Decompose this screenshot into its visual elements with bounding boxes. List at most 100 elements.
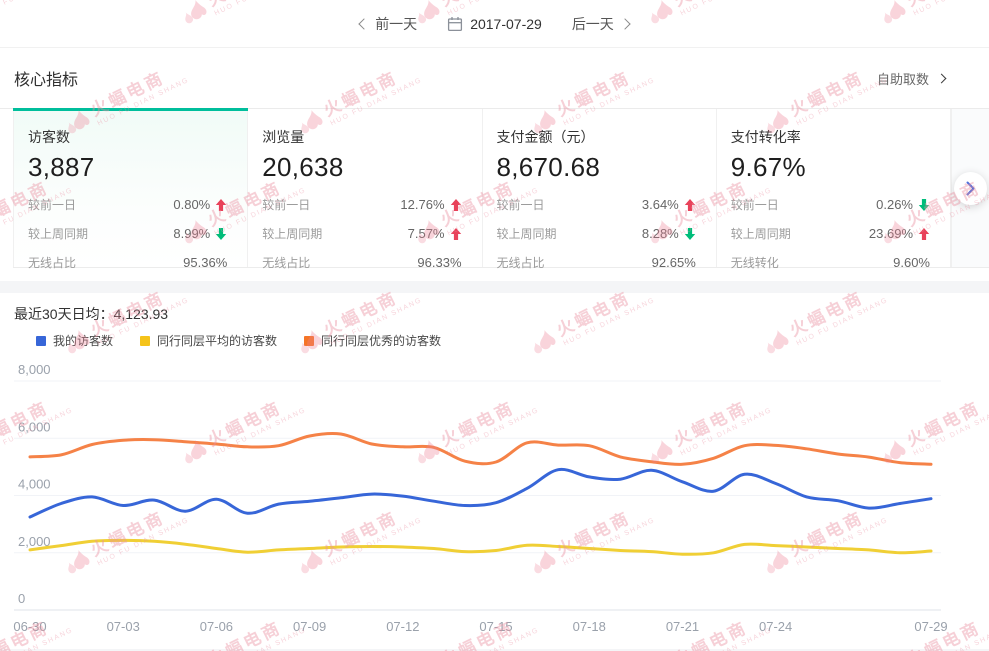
metric-card-payment-amount[interactable]: 支付金额（元） 8,670.68 较前一日 3.64% 较上周同期 8.28% …	[482, 109, 717, 270]
svg-text:8,000: 8,000	[18, 362, 51, 377]
core-metrics-header: 核心指标 自助取数	[0, 48, 989, 109]
metric-value: 8,670.68	[496, 152, 601, 182]
metric-cards-pager	[951, 109, 989, 267]
metric-card-conversion-rate[interactable]: 支付转化率 9.67% 较前一日 0.26% 较上周同期 23.69% 无线转化…	[716, 109, 951, 270]
metric-row-value: 0.80%	[173, 197, 227, 212]
visitors-trend-section: 最近30天日均：4,123.93 我的访客数 同行同层平均的访客数 同行同层优秀…	[0, 293, 989, 649]
metric-value: 20,638	[262, 152, 344, 182]
metric-row: 无线占比 96.33%	[262, 248, 461, 277]
metric-row: 较上周同期 7.57%	[262, 219, 461, 248]
legend-label: 同行同层平均的访客数	[157, 334, 278, 348]
trend-arrow-icon	[918, 227, 930, 240]
metric-row: 较前一日 0.80%	[28, 190, 227, 219]
svg-text:06-30: 06-30	[13, 619, 46, 634]
self-service-data-link[interactable]: 自助取数	[871, 68, 951, 89]
metric-row-value: 95.36%	[183, 255, 228, 270]
metric-row-label: 无线占比	[496, 256, 545, 270]
metric-row-value: 96.33%	[417, 255, 462, 270]
metric-title: 浏览量	[262, 129, 305, 145]
metric-value: 3,887	[28, 152, 95, 182]
section-title: 核心指标	[14, 72, 79, 89]
svg-text:07-29: 07-29	[914, 619, 947, 634]
metric-title: 支付金额（元）	[496, 129, 595, 145]
legend-label: 我的访客数	[53, 334, 114, 348]
metric-row-value: 8.99%	[173, 226, 227, 241]
metric-row-label: 较上周同期	[28, 227, 89, 241]
metric-row: 较前一日 12.76%	[262, 190, 461, 219]
metric-card-pageviews[interactable]: 浏览量 20,638 较前一日 12.76% 较上周同期 7.57% 无线占比 …	[248, 109, 483, 270]
svg-text:07-15: 07-15	[479, 619, 512, 634]
metric-row-label: 较上周同期	[262, 227, 323, 241]
trend-arrow-icon	[450, 227, 462, 240]
calendar-icon	[448, 16, 463, 31]
metric-title: 访客数	[28, 129, 70, 145]
svg-text:07-06: 07-06	[200, 619, 233, 634]
legend-swatch	[304, 335, 315, 346]
chevron-right-icon	[966, 181, 975, 195]
metric-row-value: 8.28%	[642, 226, 696, 241]
metric-row-label: 较前一日	[730, 198, 779, 212]
legend-swatch	[36, 335, 46, 346]
metric-row-value: 92.65%	[651, 255, 696, 270]
next-metrics-button[interactable]	[954, 171, 987, 205]
svg-text:07-09: 07-09	[293, 619, 326, 634]
metric-row-value: 0.26%	[876, 197, 930, 212]
metric-row-label: 较前一日	[496, 198, 545, 212]
metric-row-value: 12.76%	[400, 197, 461, 212]
metric-row: 较前一日 3.64%	[497, 190, 696, 219]
metric-row-label: 无线转化	[730, 256, 779, 270]
metric-row-value: 9.60%	[893, 255, 930, 270]
svg-text:4,000: 4,000	[18, 477, 51, 492]
metric-row: 无线占比 92.65%	[497, 248, 696, 277]
trend-arrow-icon	[918, 198, 930, 211]
metric-row: 较上周同期 8.99%	[28, 219, 227, 248]
trend-arrow-icon	[215, 198, 227, 211]
svg-text:07-24: 07-24	[759, 619, 792, 634]
metric-row-value: 23.69%	[869, 226, 930, 241]
metric-row-label: 无线占比	[28, 256, 77, 270]
chevron-right-icon	[936, 73, 947, 83]
core-metrics-section: 核心指标 自助取数 访客数 3,887 较前一日 0.80% 较上周同期 8.9…	[0, 48, 989, 281]
metric-row: 无线转化 9.60%	[731, 248, 930, 277]
legend-item-peer-excellent[interactable]: 同行同层优秀的访客数	[304, 332, 441, 349]
legend-label: 同行同层优秀的访客数	[321, 334, 442, 348]
metric-row-label: 无线占比	[262, 256, 311, 270]
chart-legend: 我的访客数 同行同层平均的访客数 同行同层优秀的访客数	[36, 332, 441, 349]
metric-row-label: 较上周同期	[496, 227, 557, 241]
legend-item-my-visitors[interactable]: 我的访客数	[36, 332, 113, 349]
metric-title: 支付转化率	[730, 129, 801, 145]
trend-arrow-icon	[684, 227, 696, 240]
trend-arrow-icon	[215, 227, 227, 240]
visitors-trend-chart: 0 2,000 4,000 6,000 8,000 06-30 07-03 07-06 07-0…	[0, 293, 989, 649]
metric-row-label: 较前一日	[262, 198, 311, 212]
svg-text:07-21: 07-21	[666, 619, 699, 634]
metric-cards-row: 访客数 3,887 较前一日 0.80% 较上周同期 8.99% 无线占比 95…	[13, 108, 989, 270]
next-day-label: 后一天	[571, 15, 614, 32]
svg-text:0: 0	[18, 591, 25, 606]
next-day-button[interactable]: 后一天	[571, 14, 631, 34]
current-date: 2017-07-29	[470, 15, 542, 32]
trend-arrow-icon	[450, 198, 462, 211]
chevron-right-icon	[619, 17, 631, 30]
date-picker[interactable]: 2017-07-29	[447, 16, 542, 32]
legend-swatch	[140, 335, 151, 346]
prev-day-label: 前一天	[375, 15, 418, 32]
metric-row-value: 7.57%	[408, 226, 462, 241]
metric-row: 较上周同期 8.28%	[497, 219, 696, 248]
prev-day-button[interactable]: 前一天	[358, 14, 418, 34]
svg-text:6,000: 6,000	[18, 419, 51, 434]
metric-row-value: 3.64%	[642, 197, 696, 212]
date-navigation-bar: 前一天 2017-07-29 后一天	[0, 0, 989, 48]
trend-arrow-icon	[684, 198, 696, 211]
svg-text:07-12: 07-12	[386, 619, 419, 634]
metric-row-label: 较上周同期	[730, 227, 791, 241]
svg-text:2,000: 2,000	[18, 534, 51, 549]
metric-row: 较上周同期 23.69%	[731, 219, 930, 248]
svg-text:07-03: 07-03	[107, 619, 140, 634]
chevron-left-icon	[358, 17, 370, 30]
legend-item-peer-average[interactable]: 同行同层平均的访客数	[140, 332, 277, 349]
self-service-label: 自助取数	[876, 71, 929, 87]
metric-row-label: 较前一日	[28, 198, 77, 212]
avg-30d-label: 最近30天日均：4,123.93	[14, 306, 169, 322]
metric-card-visitors[interactable]: 访客数 3,887 较前一日 0.80% 较上周同期 8.99% 无线占比 95…	[13, 108, 249, 270]
